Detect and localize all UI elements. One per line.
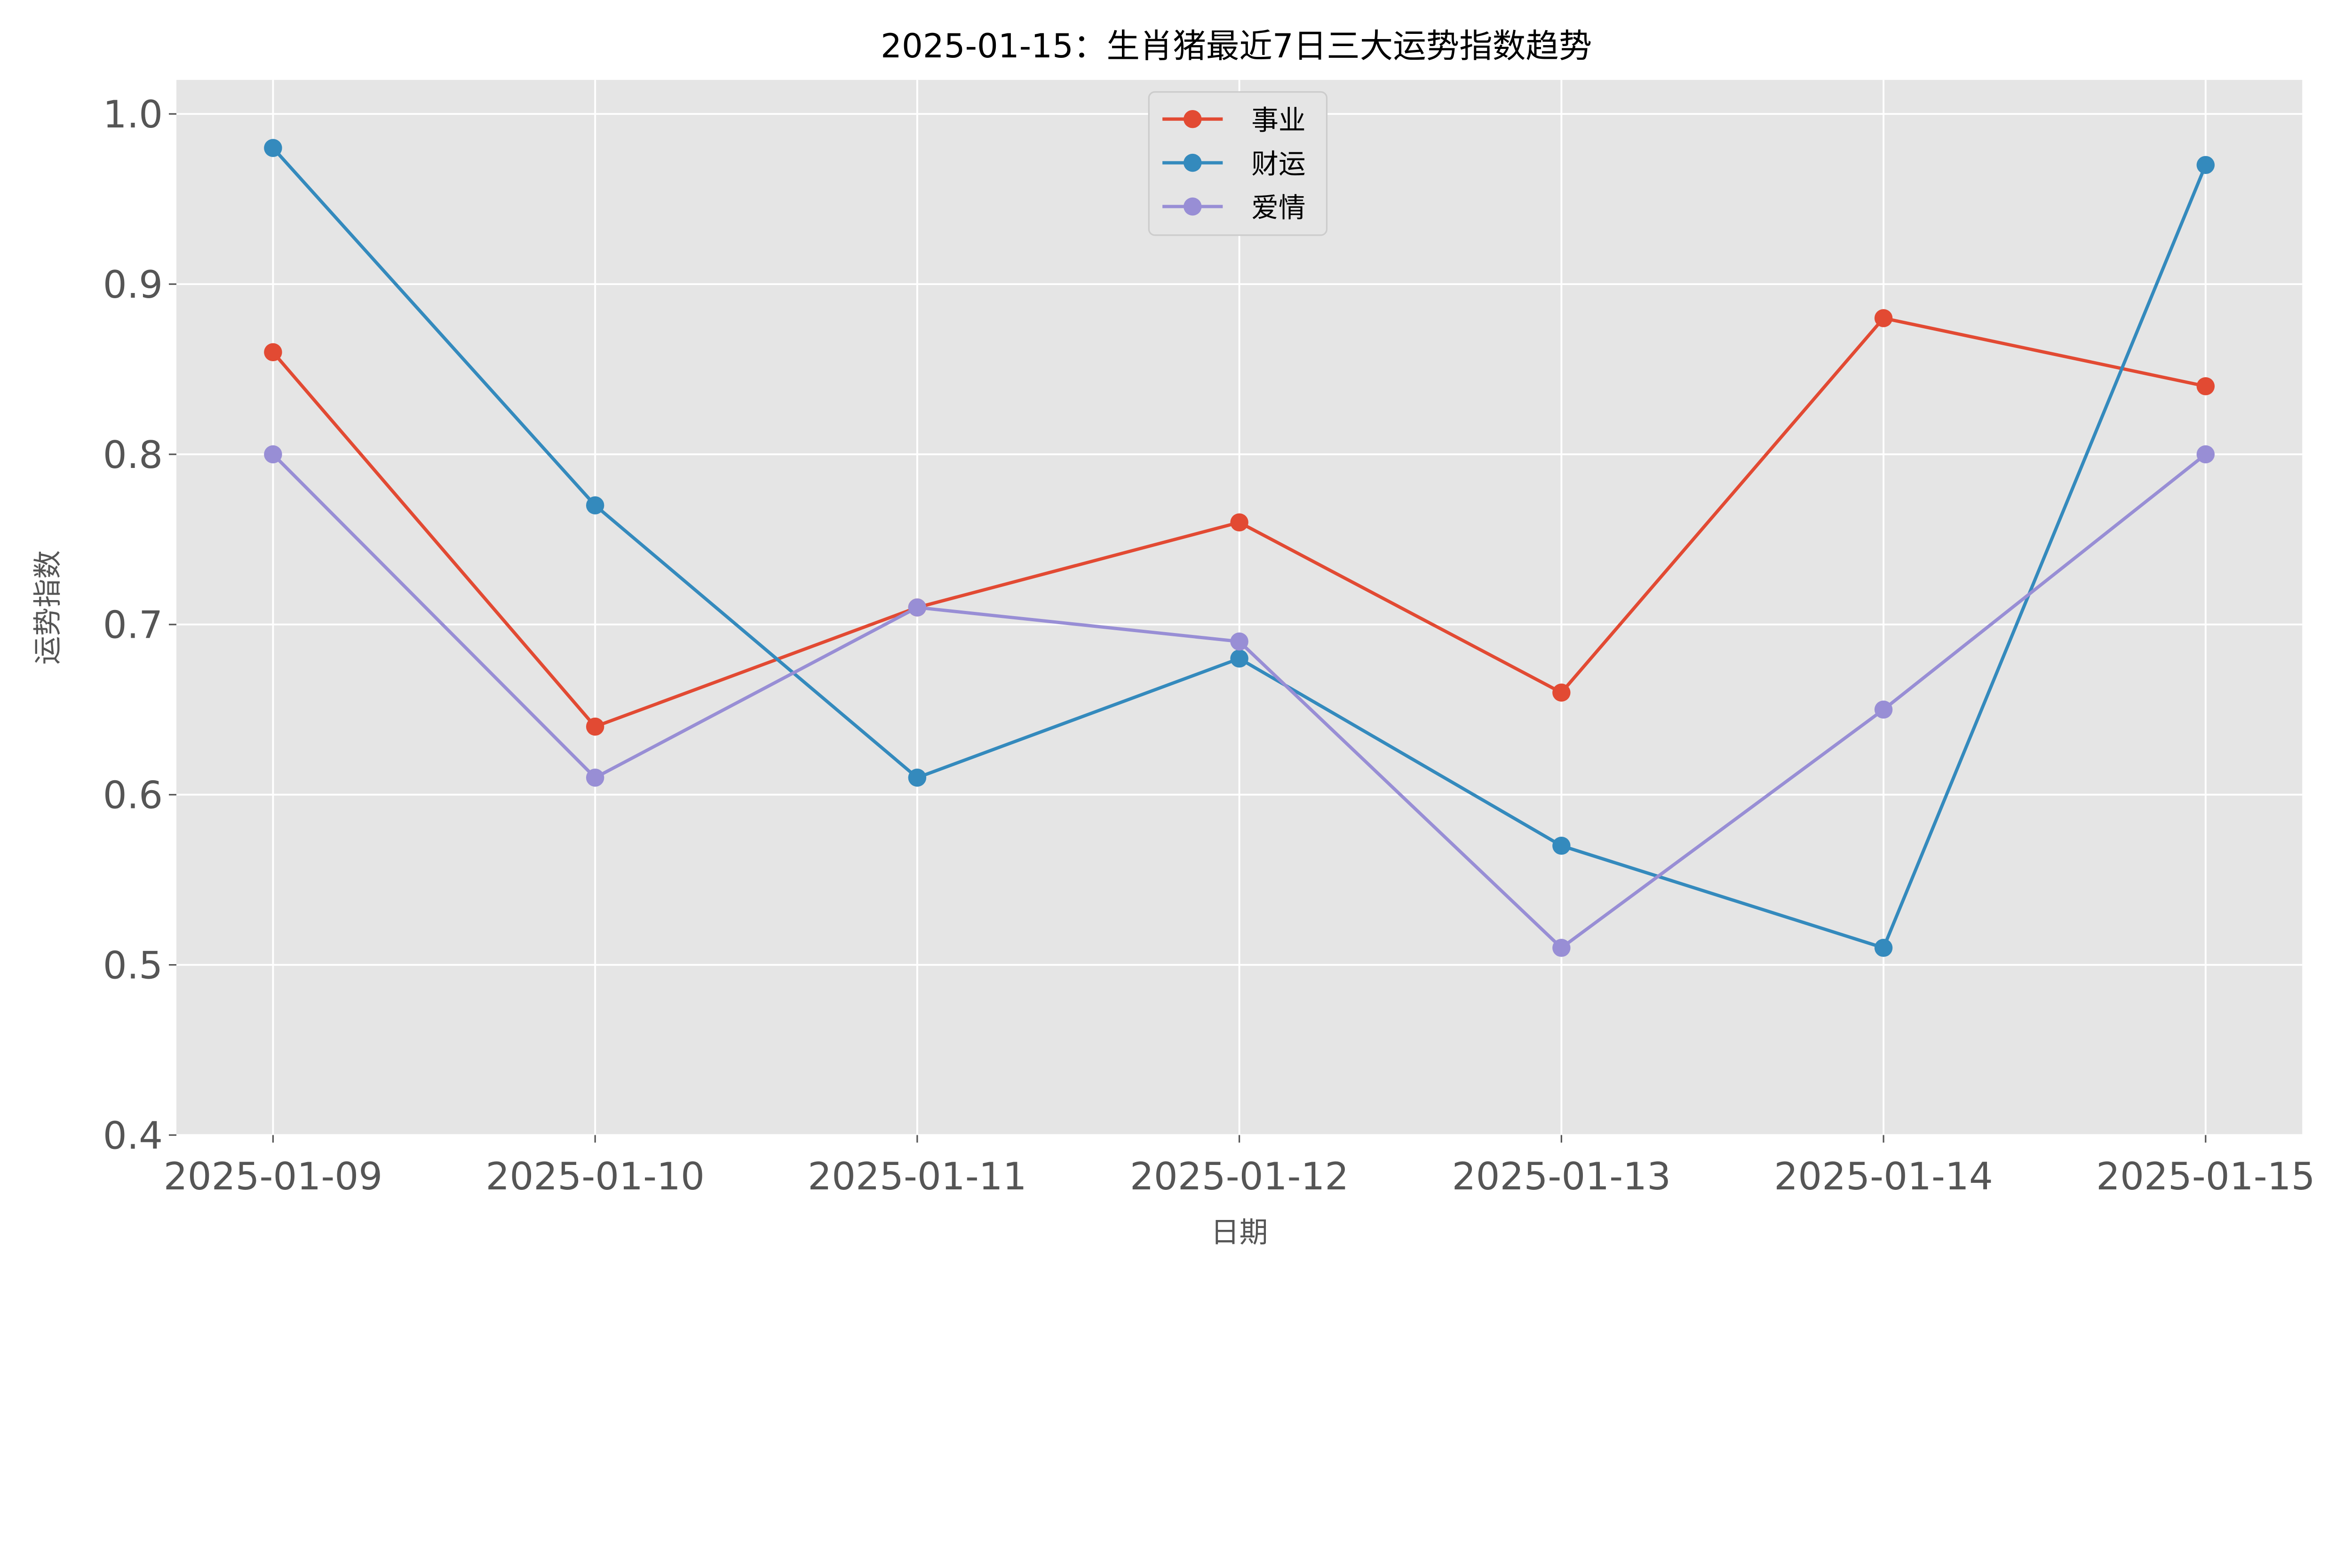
data-point xyxy=(1552,683,1571,702)
y-tick-label: 0.4 xyxy=(103,1114,163,1157)
x-tick-label: 2025-01-14 xyxy=(1774,1155,1993,1198)
data-point xyxy=(1874,939,1893,957)
y-tick-label: 0.5 xyxy=(103,943,163,987)
x-tick-label: 2025-01-11 xyxy=(808,1155,1027,1198)
y-tick-label: 0.8 xyxy=(103,433,163,477)
y-tick-label: 0.9 xyxy=(103,263,163,307)
data-point xyxy=(264,445,282,464)
x-tick-label: 2025-01-09 xyxy=(164,1155,383,1198)
x-tick-label: 2025-01-12 xyxy=(1130,1155,1349,1198)
legend-marker xyxy=(1184,197,1202,216)
y-tick-label: 1.0 xyxy=(103,93,163,136)
legend-marker xyxy=(1184,153,1202,172)
x-axis-label: 日期 xyxy=(1211,1216,1268,1249)
y-tick-label: 0.7 xyxy=(103,603,163,647)
data-point xyxy=(586,717,604,736)
legend-label: 事业 xyxy=(1251,104,1305,136)
y-axis-label: 运势指数 xyxy=(31,550,64,665)
data-point xyxy=(1874,309,1893,327)
data-point xyxy=(1230,649,1248,668)
data-point xyxy=(1230,632,1248,651)
data-point xyxy=(2196,156,2215,174)
data-point xyxy=(908,598,927,617)
chart-title: 2025-01-15：生肖猪最近7日三大运势指数趋势 xyxy=(881,27,1592,65)
line-chart: 2025-01-15：生肖猪最近7日三大运势指数趋势 0.4 0.5 0.6 0.7 0… xyxy=(31,27,2315,1249)
data-point xyxy=(2196,377,2215,396)
x-tick-label: 2025-01-10 xyxy=(485,1155,705,1198)
data-point xyxy=(264,343,282,362)
legend-marker xyxy=(1184,110,1202,128)
x-tick-label: 2025-01-15 xyxy=(2096,1155,2315,1198)
data-point xyxy=(2196,445,2215,464)
data-point xyxy=(586,496,604,515)
data-point xyxy=(908,768,927,787)
data-point xyxy=(1552,837,1571,855)
y-tick-label: 0.6 xyxy=(103,774,163,817)
legend-label: 财运 xyxy=(1251,148,1305,180)
legend-label: 爱情 xyxy=(1251,192,1305,224)
data-point xyxy=(1230,513,1248,531)
data-point xyxy=(1552,939,1571,957)
data-point xyxy=(1874,700,1893,719)
data-point xyxy=(264,139,282,157)
data-point xyxy=(586,768,604,787)
x-tick-label: 2025-01-13 xyxy=(1452,1155,1671,1198)
